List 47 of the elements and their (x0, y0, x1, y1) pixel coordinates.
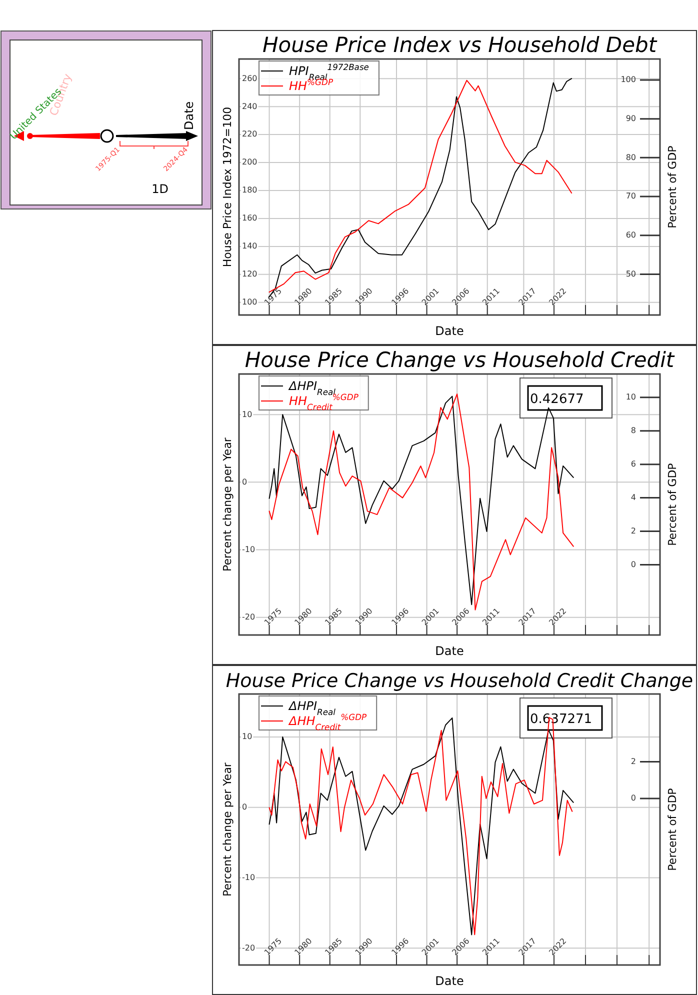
y2-tick-label: 60 (626, 230, 636, 240)
y2-tick-label: 10 (626, 392, 636, 402)
y2-tick-label: 4 (630, 492, 636, 502)
legend-label: ΔHPI$_{Real}$ (288, 699, 336, 717)
y2-tick-label: 0 (630, 794, 636, 803)
y-tick-label: -20 (242, 943, 256, 952)
y2-axis-title: Percent of GDP (666, 788, 679, 871)
y2-tick-label: 80 (626, 152, 636, 162)
y2-tick-label: 100 (620, 75, 636, 84)
annotation: 0.42677 (530, 392, 584, 407)
y-axis-title: Percent change per Year (221, 762, 234, 896)
text: Date (182, 101, 196, 130)
y-tick-label: 140 (242, 242, 258, 251)
chart-title: House Price Index vs Household Debt (262, 33, 658, 57)
y2-tick-label: 0 (630, 560, 636, 569)
y-tick-label: 200 (242, 158, 258, 167)
y2-axis-title: Percent of GDP (666, 462, 679, 546)
x-axis-title: Date (435, 644, 464, 658)
y-tick-label: 100 (242, 298, 258, 307)
x-axis-title: Date (435, 324, 464, 338)
y-axis-title: House Price Index 1972=100 (221, 106, 234, 268)
y-tick-label: 120 (242, 270, 258, 279)
y-tick-label: 220 (242, 130, 258, 139)
chart-title: House Price Change vs Household Credit Change (226, 670, 694, 692)
chart-title: House Price Change vs Household Credit (244, 348, 675, 372)
y-tick-label: 260 (242, 74, 258, 83)
y-tick-label: 10 (242, 732, 252, 742)
y2-tick-label: 8 (630, 426, 636, 436)
y-tick-label: 240 (242, 102, 258, 111)
y-tick-label: -10 (242, 544, 256, 554)
y2-tick-label: 90 (626, 114, 636, 124)
text: 1D (152, 182, 168, 196)
y-tick-label: 160 (242, 214, 258, 223)
y-tick-label: 180 (242, 186, 258, 195)
y2-tick-label: 6 (630, 460, 636, 469)
y-tick-label: 0 (242, 477, 248, 486)
y2-tick-label: 50 (626, 269, 636, 278)
y-axis-title: Percent change per Year (221, 437, 234, 572)
y2-tick-label: 70 (626, 192, 636, 201)
y2-tick-label: 2 (630, 756, 636, 766)
y2-tick-label: 2 (630, 526, 636, 536)
y2-axis-title: Percent of GDP (666, 145, 679, 228)
y-tick-label: -20 (242, 612, 256, 622)
x-axis-title: Date (435, 974, 464, 988)
y-tick-label: -10 (242, 872, 256, 882)
y-tick-label: 10 (242, 410, 252, 419)
y-tick-label: 0 (242, 802, 248, 812)
